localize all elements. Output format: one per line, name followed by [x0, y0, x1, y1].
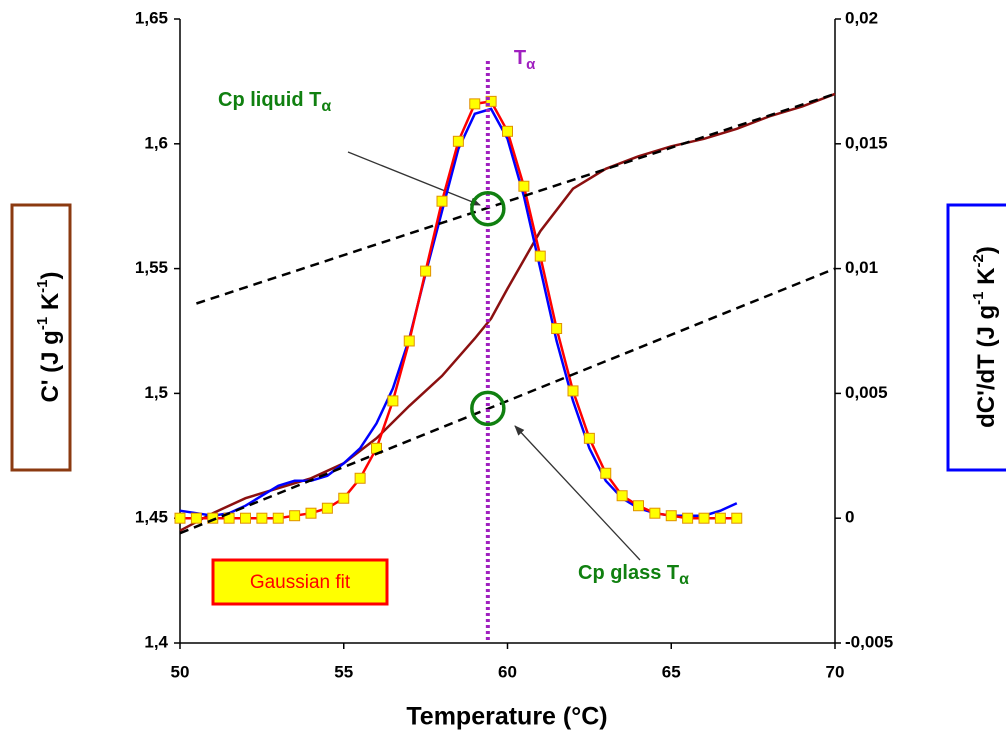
marker	[354, 472, 366, 484]
marker	[403, 335, 415, 347]
y-tick-label: 1,45	[135, 508, 168, 527]
marker	[436, 195, 448, 207]
y2-tick-label: 0,015	[845, 133, 888, 152]
marker	[502, 125, 513, 137]
marker	[583, 432, 595, 444]
marker	[616, 490, 628, 502]
marker	[469, 98, 481, 110]
y2-label-part: )	[973, 246, 1000, 254]
y2-label-sup: -2	[970, 254, 987, 267]
marker	[387, 395, 399, 407]
y-tick-label: 1,65	[135, 8, 168, 27]
guide-line	[196, 92, 836, 305]
y2-tick-label: 0	[845, 508, 854, 527]
y2-tick-label: 0,005	[845, 383, 888, 402]
y-tick-label: 1,6	[144, 133, 168, 152]
y2-tick-label: 0,02	[845, 8, 878, 27]
marker	[420, 265, 432, 277]
circle-marker	[470, 190, 506, 227]
x-tick-label: 55	[334, 662, 353, 681]
x-axis-title: Temperature (°C)	[406, 703, 607, 731]
marker	[289, 510, 301, 522]
annotation-text: Cp liquid T	[218, 89, 321, 111]
t-alpha-text: T	[514, 47, 526, 69]
annotation-sub: α	[679, 571, 689, 588]
x-tick-label: 70	[826, 662, 845, 681]
legend-label: Gaussian fit	[250, 572, 351, 593]
legend: Gaussian fit	[211, 558, 389, 606]
y-tick-label: 1,4	[144, 632, 168, 651]
y-tick-label: 1,55	[135, 258, 168, 277]
y2-tick-label: -0,005	[845, 632, 893, 651]
marker	[682, 512, 694, 524]
y-tick-label: 1,5	[144, 383, 168, 402]
y-label-part: )	[37, 271, 64, 279]
y-label-part: K	[37, 292, 64, 317]
y2-label-part: dC'/dT (J g	[973, 305, 1000, 428]
plot-area	[180, 19, 835, 643]
annotation: Cp glass Tα	[578, 562, 689, 588]
t-alpha-sub: α	[526, 56, 536, 73]
marker	[714, 512, 726, 524]
y-label-sup: -1	[34, 279, 51, 292]
marker	[321, 502, 333, 514]
annotation-sub: α	[321, 98, 331, 115]
y2-axis-title-box	[946, 203, 1006, 472]
annotation-arrow	[347, 151, 481, 206]
y2-label-sup: -1	[970, 291, 987, 304]
y-axis-title: C' (J g-1 K-1)	[34, 271, 64, 402]
x-tick-label: 60	[498, 662, 517, 681]
marker	[600, 467, 612, 479]
marker	[731, 512, 743, 524]
y-label-part: C' (J g	[37, 330, 64, 402]
marker	[665, 510, 677, 522]
marker	[485, 95, 497, 107]
y-label-sup: -1	[34, 317, 51, 330]
marker	[698, 512, 710, 524]
marker	[551, 323, 563, 335]
annotation-arrow	[514, 425, 641, 561]
series-line	[179, 107, 738, 517]
marker	[338, 492, 350, 504]
guide-line	[179, 267, 836, 535]
marker	[567, 385, 579, 397]
y-axis-title-box	[10, 203, 72, 472]
y2-label-part: K	[973, 267, 1000, 292]
legend-box	[211, 558, 389, 606]
y2-tick-label: 0,01	[845, 258, 878, 277]
marker	[534, 250, 546, 262]
marker	[649, 507, 661, 519]
x-tick-label: 65	[662, 662, 681, 681]
marker	[174, 512, 186, 524]
marker	[633, 500, 644, 512]
marker	[272, 512, 284, 524]
series-line	[180, 100, 737, 520]
y2-axis-title: dC'/dT (J g-1 K-2)	[970, 246, 1000, 428]
t-alpha-label: Tα	[514, 47, 536, 73]
marker	[452, 135, 464, 147]
marker	[518, 180, 530, 192]
marker	[190, 512, 202, 524]
marker	[305, 507, 317, 519]
series-line	[179, 92, 836, 532]
marker	[240, 512, 251, 524]
marker	[256, 512, 268, 524]
x-tick-label: 50	[171, 662, 190, 681]
marker	[207, 512, 219, 524]
annotation-text: Cp glass T	[578, 562, 679, 584]
circle-marker	[470, 390, 506, 427]
annotation: Cp liquid Tα	[218, 89, 331, 115]
